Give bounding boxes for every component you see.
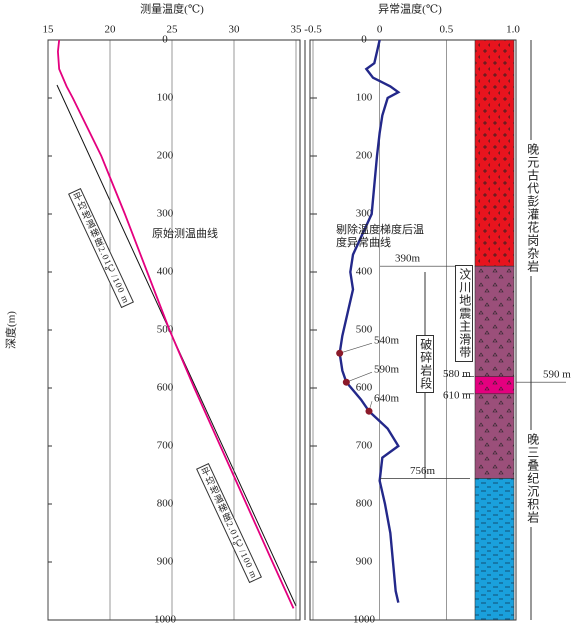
x-tick-label: 0.5 (439, 24, 453, 36)
x-tick-label: -0.5 (304, 24, 322, 36)
line (57, 39, 295, 609)
depth-label: 580 m (443, 368, 471, 380)
y-tick-label: 400 (356, 266, 373, 278)
y-tick-label: 100 (356, 92, 373, 104)
y-tick-label: 500 (157, 324, 174, 336)
y-tick-label: 100 (157, 92, 174, 104)
y-tick-label: 1000 (353, 614, 376, 626)
zone-label: 破碎岩段 (416, 335, 434, 393)
y-tick-label: 0 (361, 34, 367, 46)
x-tick-label: 0 (377, 24, 383, 36)
point (365, 407, 373, 415)
formation-label: 晚三叠纪沉积岩 (524, 430, 540, 527)
y-tick-label: 600 (157, 382, 174, 394)
depth-label: 756m (410, 465, 436, 477)
point-label: 590m (374, 364, 400, 376)
y-tick-label: 300 (356, 208, 373, 220)
x-tick-label: 15 (43, 24, 55, 36)
axis-title: 异常温度(℃) (378, 2, 442, 16)
x-tick-label: 1.0 (506, 24, 520, 36)
point (342, 378, 350, 386)
legend-label: 剔除温度梯度后温度异常曲线 (336, 224, 424, 249)
y-tick-label: 700 (356, 440, 373, 452)
line (338, 39, 401, 603)
formation-label: 晚元古代彭灌花岗杂岩 (524, 140, 540, 276)
layer-pattern (474, 478, 515, 621)
y-tick-label: 400 (157, 266, 174, 278)
layer-pattern (474, 39, 515, 267)
point-label: 640m (374, 393, 400, 405)
legend-label: 原始测温曲线 (152, 228, 218, 240)
zone-label: 汶川地震主滑带 (455, 265, 473, 362)
leader (339, 342, 373, 354)
depth-label: 590 m (543, 369, 571, 381)
y-tick-label: 800 (157, 498, 174, 510)
y-tick-label: 700 (157, 440, 174, 452)
y-tick-label: 0 (162, 34, 168, 46)
y-tick-label: 200 (356, 150, 373, 162)
point (336, 349, 344, 357)
leader (346, 371, 373, 383)
y-tick-label: 1000 (154, 614, 177, 626)
x-tick-label: 35 (291, 24, 303, 36)
layer-pattern (474, 393, 515, 479)
y-tick-label: 900 (157, 556, 174, 568)
y-tick-label: 900 (356, 556, 373, 568)
axis-title: 测量温度(℃) (140, 2, 204, 16)
y-tick-label: 300 (157, 208, 174, 220)
y-tick-label: 200 (157, 150, 174, 162)
depth-label: 610 m (443, 389, 471, 401)
point-label: 540m (374, 335, 400, 347)
y-tick-label: 800 (356, 498, 373, 510)
y-tick-label: 600 (356, 382, 373, 394)
x-tick-label: 25 (167, 24, 179, 36)
y-axis-title: 深度(m) (4, 311, 18, 349)
x-tick-label: 30 (229, 24, 241, 36)
depth-label: 390m (395, 253, 421, 265)
x-tick-label: 20 (105, 24, 117, 36)
layer-pattern (474, 376, 515, 395)
layer-pattern (474, 265, 515, 377)
y-tick-label: 500 (356, 324, 373, 336)
